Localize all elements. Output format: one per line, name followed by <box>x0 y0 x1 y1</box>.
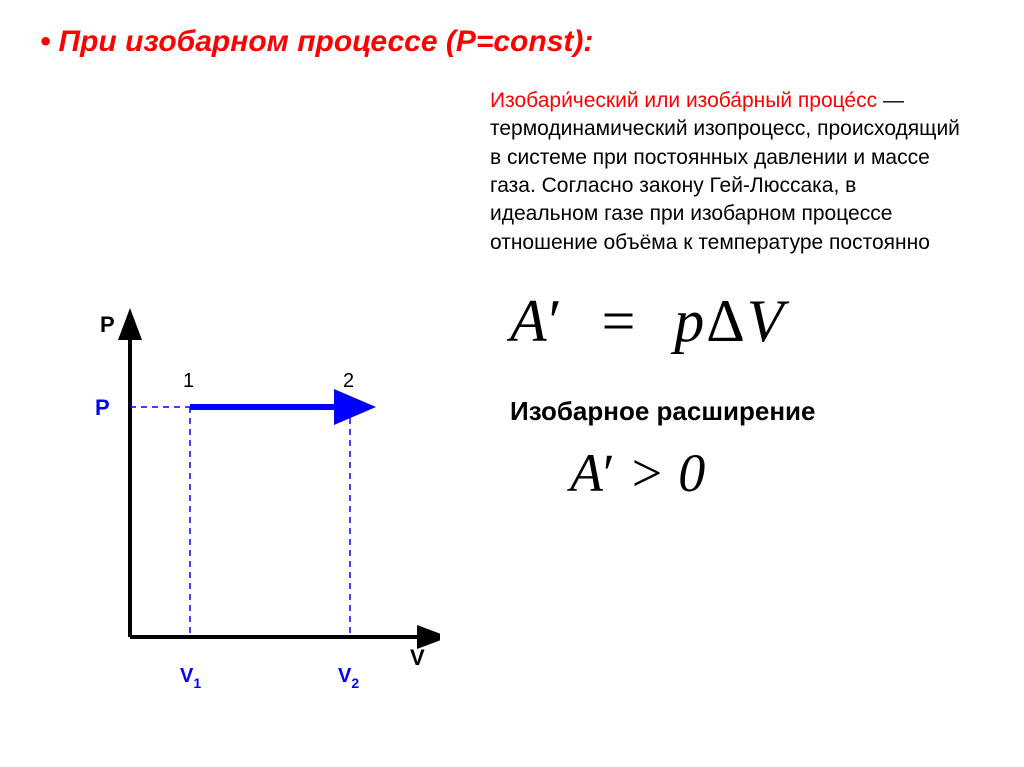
slide-title: При изобарном процессе (P=const): <box>59 25 594 59</box>
bullet: • <box>40 25 51 59</box>
svg-text:V1: V1 <box>180 665 201 691</box>
x-axis-label: V <box>410 645 425 670</box>
y-axis-label: P <box>100 312 115 337</box>
definition-paragraph: Изобари́ческий или изоба́рный проце́сс —… <box>490 87 964 257</box>
subheading-expansion: Изобарное расширение <box>510 396 964 427</box>
v1-label-group: V1 <box>180 665 201 691</box>
point-1-label: 1 <box>183 370 194 392</box>
slide-title-row: • При изобарном процессе (P=const): <box>40 25 984 59</box>
chart-column: P V P 1 2 V1 V2 <box>40 87 460 707</box>
definition-term: Изобари́ческий или изоба́рный проце́сс <box>490 89 877 112</box>
formula-sign: A′ > 0 <box>570 442 964 504</box>
pv-chart: P V P 1 2 V1 V2 <box>40 287 440 707</box>
formula-work: A′ = pΔV <box>510 287 964 356</box>
main-content: P V P 1 2 V1 V2 Изобари́ческий или <box>40 87 984 707</box>
svg-text:V2: V2 <box>338 665 359 691</box>
v2-label-group: V2 <box>338 665 359 691</box>
p-level-label: P <box>95 395 110 420</box>
point-2-label: 2 <box>343 370 354 392</box>
text-column: Изобари́ческий или изоба́рный проце́сс —… <box>490 87 984 707</box>
definition-body: — термодинамический изопроцесс, происход… <box>490 89 960 254</box>
